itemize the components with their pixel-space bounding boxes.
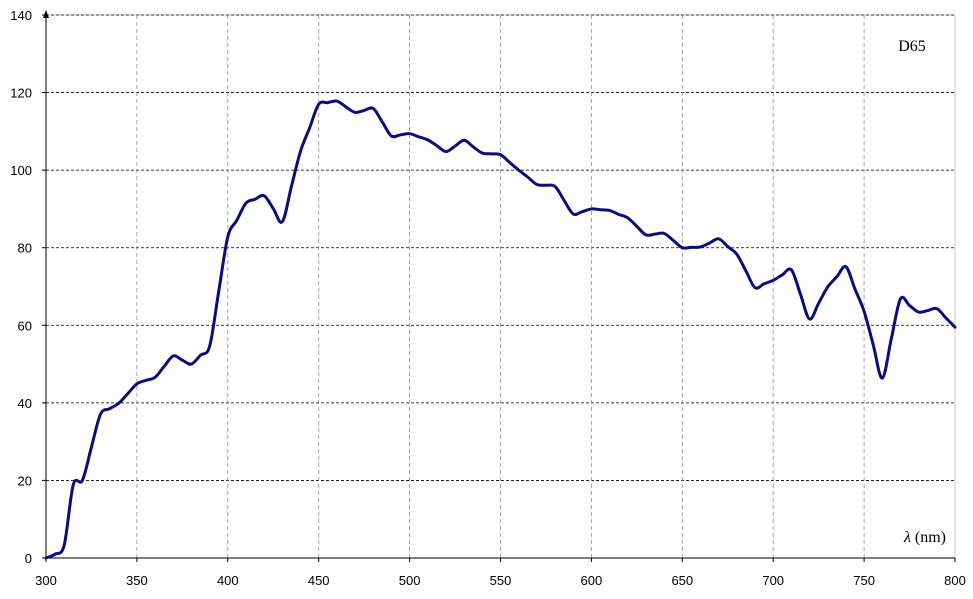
y-tick-label: 80 [18,241,32,256]
x-tick-label: 650 [671,573,693,588]
x-tick-label: 750 [853,573,875,588]
y-tick-label: 40 [18,396,32,411]
x-tick-label: 450 [308,573,330,588]
x-tick-label: 400 [217,573,239,588]
x-tick-label: 800 [944,573,966,588]
y-tick-label: 0 [25,551,32,566]
x-tick-label: 500 [399,573,421,588]
x-axis-label: λ (nm) [903,529,946,546]
series-layer [44,99,957,560]
y-tick-label: 120 [10,86,32,101]
grid-layer [45,14,956,559]
x-tick-label: 600 [581,573,603,588]
y-axis-arrow-icon [43,10,49,18]
axis-layer [42,10,956,562]
label-layer: 300 350 400 450 500 550 600 650 700 750 800 0 20 40 60… [10,8,966,588]
y-tick-label: 100 [10,163,32,178]
y-tick-label: 20 [18,473,32,488]
x-tick-label: 350 [126,573,148,588]
y-tick-label: 60 [18,318,32,333]
series-line-d65 [44,99,957,560]
lambda-symbol: λ [903,529,911,546]
y-tick-label: 140 [10,8,32,23]
x-tick-label: 700 [762,573,784,588]
chart-title-label: D65 [898,38,926,55]
x-tick-label: 300 [35,573,57,588]
x-tick-label: 550 [490,573,512,588]
plot-border [45,14,956,559]
x-axis-unit: (nm) [911,529,946,546]
